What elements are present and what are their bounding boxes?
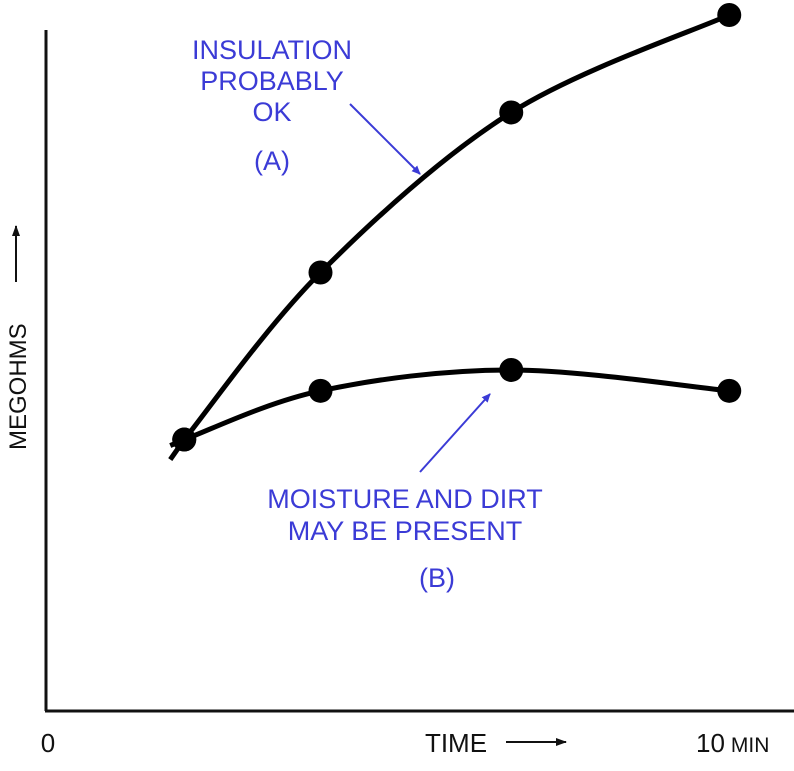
data-point-b-4 xyxy=(717,378,742,403)
annotation-a-line-1: INSULATION xyxy=(192,35,352,65)
x-axis-label: TIME xyxy=(425,728,487,758)
annotation-b-letter: (B) xyxy=(419,563,455,593)
data-point-b-1 xyxy=(172,427,197,452)
data-point-a-3 xyxy=(499,100,524,125)
annotation-a-line-3: OK xyxy=(252,97,291,127)
data-point-b-3 xyxy=(499,357,524,382)
annotation-b-line-1: MOISTURE AND DIRT xyxy=(267,484,543,514)
y-axis-label: MEGOHMS xyxy=(5,323,32,450)
data-point-b-2 xyxy=(308,378,333,403)
curve-b xyxy=(181,367,732,443)
annotation-a: INSULATION PROBABLY OK (A) xyxy=(192,35,421,176)
x-tick-end-unit: MIN xyxy=(731,734,770,757)
points xyxy=(172,3,742,452)
x-tick-zero: 0 xyxy=(41,728,55,758)
data-point-a-2 xyxy=(308,260,333,285)
x-tick-end: 10 MIN xyxy=(696,728,769,758)
annotation-b-line-2: MAY BE PRESENT xyxy=(288,516,523,546)
annotation-b-arrow-icon xyxy=(419,393,491,473)
curves xyxy=(168,12,732,461)
curve-a xyxy=(181,12,732,443)
annotation-a-arrow-icon xyxy=(349,103,421,175)
annotation-a-line-2: PROBABLY xyxy=(200,66,344,96)
x-tick-end-value: 10 xyxy=(696,728,725,758)
annotation-b: MOISTURE AND DIRT MAY BE PRESENT (B) xyxy=(267,393,543,593)
annotation-a-letter: (A) xyxy=(254,146,290,176)
data-point-a-4 xyxy=(717,3,742,27)
